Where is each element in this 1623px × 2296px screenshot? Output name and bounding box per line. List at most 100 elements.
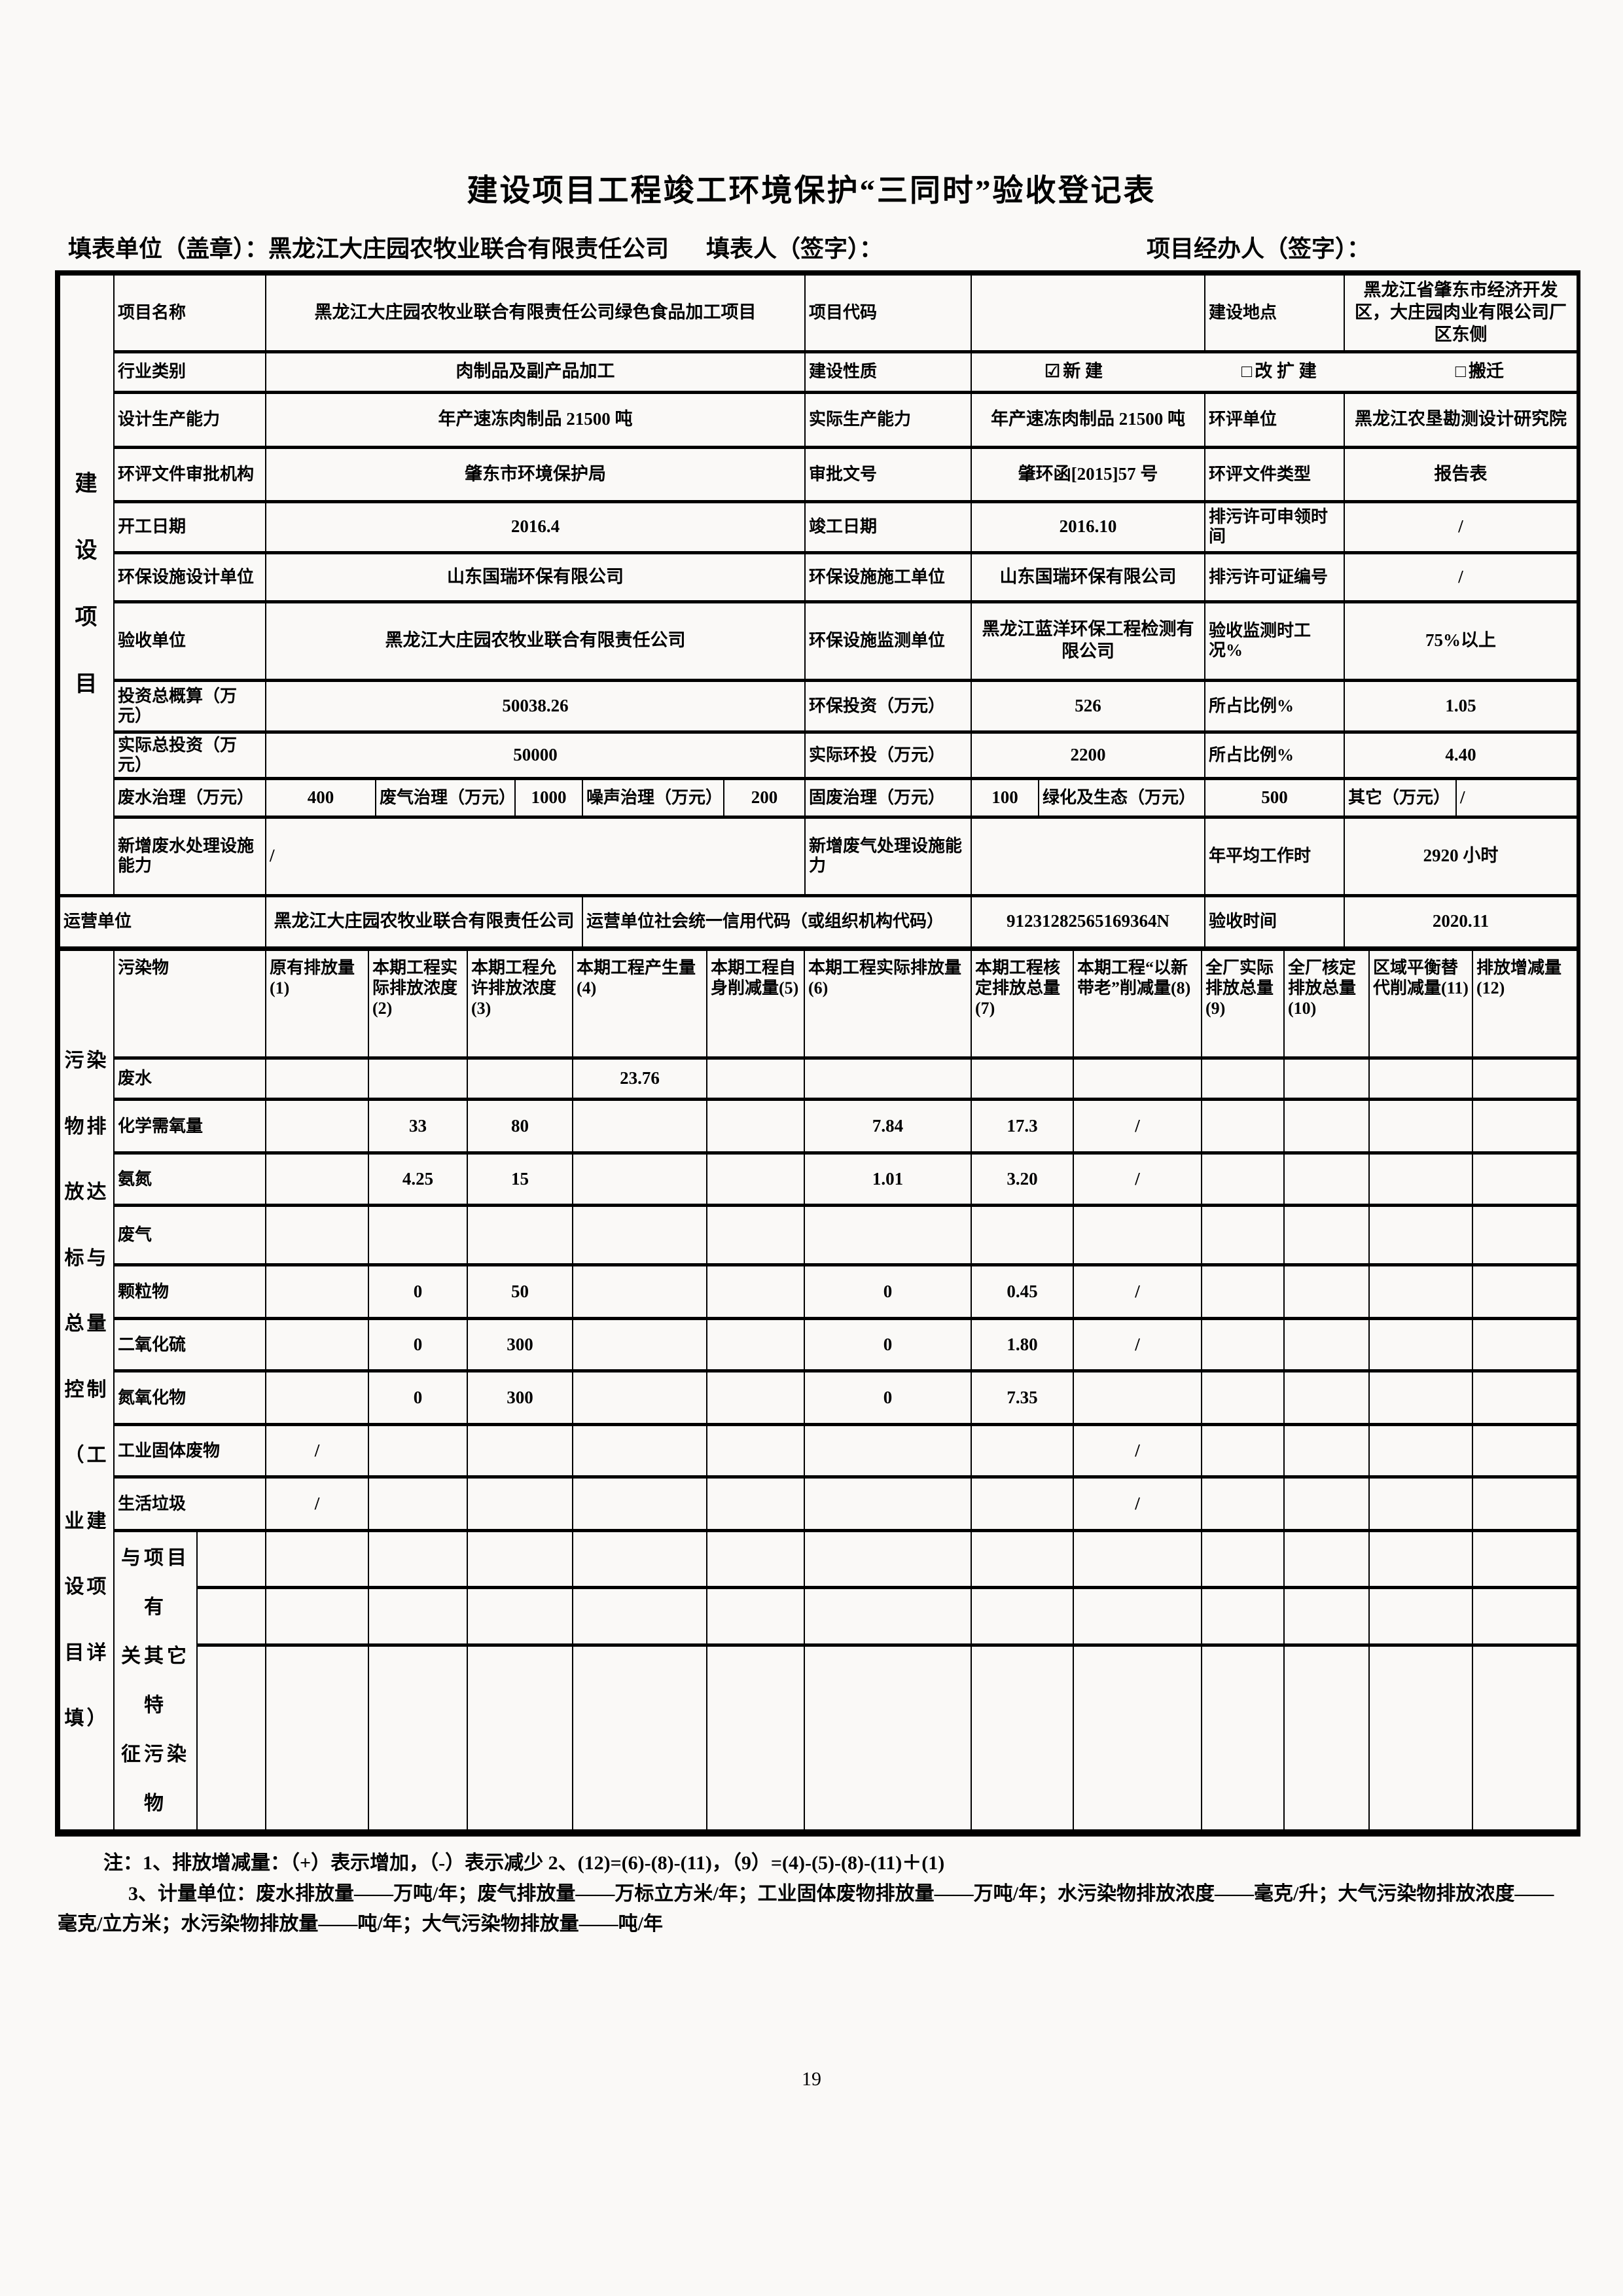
cell xyxy=(1201,1530,1285,1590)
operator-label: 运营单位 xyxy=(59,895,266,950)
option-expansion-label: 改 扩 建 xyxy=(1255,361,1317,382)
cell xyxy=(368,1644,469,1833)
greening-label: 绿化及生态（万元） xyxy=(1038,778,1206,819)
design-capacity-value: 年产速冻肉制品 21500 吨 xyxy=(264,391,806,449)
cell xyxy=(572,1264,708,1320)
cell xyxy=(1472,1370,1578,1426)
cell xyxy=(1368,1370,1474,1426)
cell: 300 xyxy=(467,1318,574,1372)
cell xyxy=(706,1152,806,1207)
wastewater-treatment-value: 400 xyxy=(265,778,376,819)
cell xyxy=(706,1057,806,1101)
table-row: 建 设 项 目 项目名称 黑龙江大庄园农牧业联合有限责任公司绿色食品加工项目 项… xyxy=(59,274,1578,897)
industry-category-value: 肉制品及副产品加工 xyxy=(264,351,806,394)
cell xyxy=(706,1530,806,1590)
cell xyxy=(706,1264,806,1320)
env-design-unit-label: 环保设施设计单位 xyxy=(113,552,266,603)
cell: / xyxy=(1073,1424,1203,1479)
cell xyxy=(196,1530,267,1590)
proportion-value: 1.05 xyxy=(1344,679,1578,734)
cell xyxy=(971,1476,1075,1532)
eia-unit-label: 环评单位 xyxy=(1204,391,1346,449)
other-cost-value: / xyxy=(1455,778,1578,819)
acceptance-time-label: 验收时间 xyxy=(1204,895,1346,950)
cell xyxy=(368,1204,469,1266)
column-header: 污染物 xyxy=(113,949,267,1060)
cell: 0 xyxy=(804,1370,972,1426)
cell xyxy=(1368,1476,1474,1532)
cell xyxy=(1073,1370,1203,1426)
noise-treatment-label: 噪声治理（万元） xyxy=(582,778,724,819)
permit-number-label: 排污许可证编号 xyxy=(1204,552,1346,603)
permit-application-time-label: 排污许可申领时间 xyxy=(1204,501,1346,554)
new-wastewater-capacity-value: / xyxy=(264,816,806,897)
cell xyxy=(467,1424,574,1479)
cell: 7.84 xyxy=(804,1098,972,1155)
pollutant-name: 氮氧化物 xyxy=(113,1370,267,1426)
fill-unit-label: 填表单位（盖章）：黑龙江大庄园农牧业联合有限责任公司 xyxy=(68,236,669,262)
approval-number-label: 审批文号 xyxy=(804,446,972,503)
table-row: 环评文件审批机构 肇东市环境保护局 审批文号 肇环函[2015]57 号 环评文… xyxy=(60,446,1578,503)
fill-person-label: 填表人（签字）： xyxy=(706,236,883,262)
pollutant-name: 氨氮 xyxy=(113,1152,267,1207)
eia-approval-authority-label: 环评文件审批机构 xyxy=(113,446,266,503)
cell xyxy=(1283,1152,1370,1207)
project-name-value: 黑龙江大庄园农牧业联合有限责任公司绿色食品加工项目 xyxy=(264,274,806,353)
cell xyxy=(1472,1587,1578,1647)
cell xyxy=(572,1152,708,1207)
cell: 300 xyxy=(467,1370,574,1426)
table-row: 氨氮 4.25 15 1.01 3.20/ xyxy=(60,1152,1578,1207)
footnotes: 注：1、排放增减量：（+）表示增加，（-）表示减少 2、(12)=(6)-(8)… xyxy=(58,1848,1569,1940)
cell xyxy=(1201,1204,1285,1266)
cell: 0.45 xyxy=(971,1264,1075,1320)
cell xyxy=(1368,1098,1474,1155)
cell xyxy=(1283,1424,1370,1479)
column-header: 本期工程实际排放量(6) xyxy=(804,949,972,1060)
cell xyxy=(706,1204,806,1266)
option-relocation-label: 搬迁 xyxy=(1469,361,1505,382)
acceptance-unit-value: 黑龙江大庄园农牧业联合有限责任公司 xyxy=(264,601,806,682)
solidwaste-treatment-value: 100 xyxy=(971,778,1040,819)
cell: / xyxy=(1073,1476,1203,1532)
table-row: 废水治理（万元） 400 废气治理（万元） 1000 噪声治理（万元） 200 … xyxy=(60,778,1578,819)
cell xyxy=(1283,1057,1370,1101)
cell xyxy=(1073,1587,1203,1647)
construction-site-label: 建设地点 xyxy=(1204,274,1346,353)
cell xyxy=(971,1530,1075,1590)
pollutant-name: 颗粒物 xyxy=(113,1264,267,1320)
proportion-label: 所占比例% xyxy=(1204,679,1346,734)
cell xyxy=(1201,1152,1285,1207)
cell xyxy=(971,1424,1075,1479)
cell xyxy=(1283,1476,1370,1532)
cell xyxy=(368,1476,469,1532)
cell xyxy=(1201,1424,1285,1479)
column-header: 本期工程“以新带老”削减量(8) xyxy=(1073,949,1203,1060)
cell xyxy=(1201,1318,1285,1372)
table-row: 生活垃圾 / / xyxy=(60,1476,1578,1532)
cell xyxy=(265,1098,370,1155)
cell xyxy=(572,1476,708,1532)
cell: / xyxy=(265,1424,370,1479)
env-investment-label: 环保投资（万元） xyxy=(804,679,972,734)
column-header: 本期工程核定排放总量(7) xyxy=(971,949,1075,1060)
cell: / xyxy=(265,1476,370,1532)
cell xyxy=(1368,1530,1474,1590)
section-label-pollution-control: 污染 物排 放达 标与 总量 控制 （工 业建 设项 目详 填） xyxy=(59,949,115,1833)
table-row: 运营单位 黑龙江大庄园农牧业联合有限责任公司 运营单位社会统一信用代码（或组织机… xyxy=(59,895,1578,950)
cell xyxy=(265,1057,370,1101)
cell xyxy=(467,1644,574,1833)
cell xyxy=(706,1098,806,1155)
option-expansion: □ 改 扩 建 xyxy=(1241,361,1317,383)
working-condition-label: 验收监测时工况% xyxy=(1204,601,1346,682)
monitoring-unit-value: 黑龙江蓝洋环保工程检测有限公司 xyxy=(971,601,1206,682)
env-construction-unit-value: 山东国瑞环保有限公司 xyxy=(971,552,1206,603)
cell xyxy=(1283,1318,1370,1372)
new-wastegas-capacity-value xyxy=(971,816,1206,897)
cell xyxy=(572,1318,708,1372)
greening-value: 500 xyxy=(1204,778,1346,819)
annual-working-hours-label: 年平均工作时 xyxy=(1204,816,1346,897)
cell xyxy=(1472,1424,1578,1479)
actual-investment-value: 50000 xyxy=(264,731,806,780)
cell xyxy=(1201,1476,1285,1532)
construction-site-value: 黑龙江省肇东市经济开发区，大庄园肉业有限公司厂区东侧 xyxy=(1344,274,1578,353)
